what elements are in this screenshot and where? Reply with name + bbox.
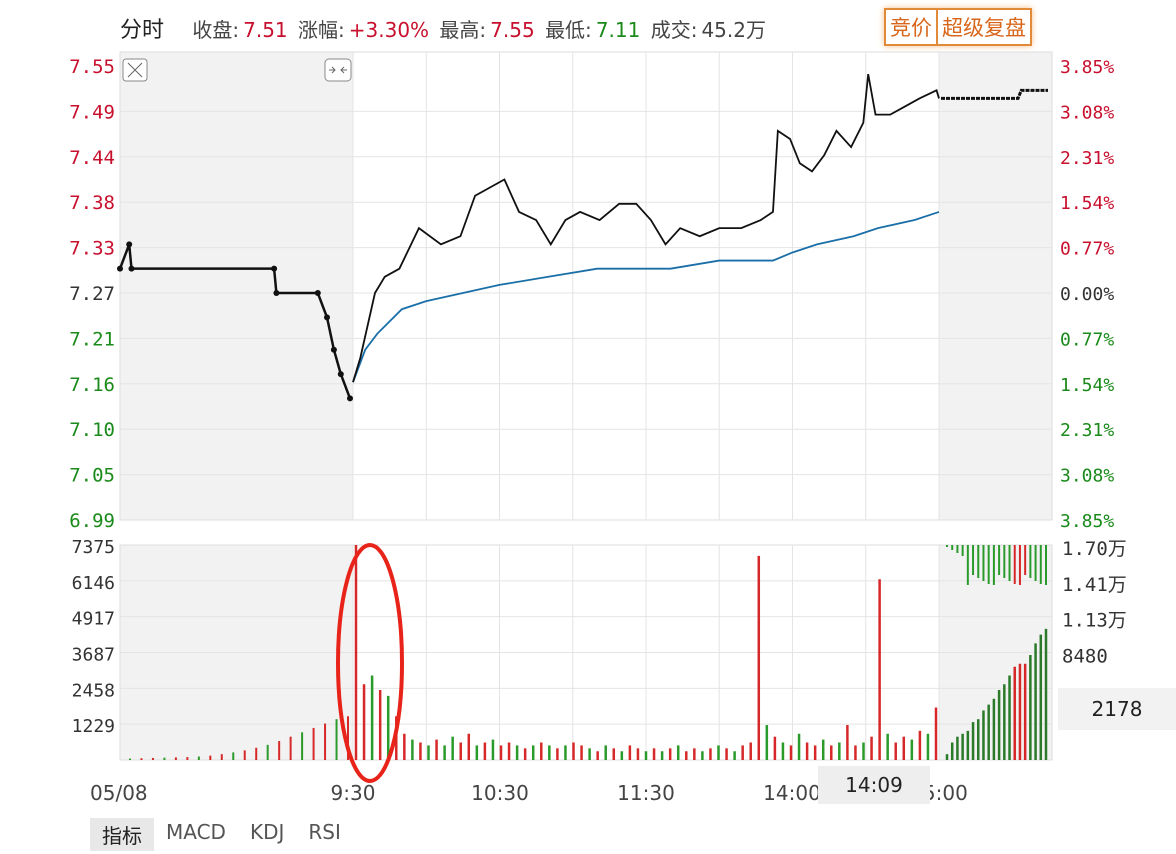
price-panel-border [119,51,1053,521]
high-value: 7.55 [490,18,535,42]
replay-button[interactable]: 超级复盘 [936,10,1030,44]
volume-right-tick-label: 1.70万 [1062,538,1127,560]
close-value: 7.51 [243,18,288,42]
indicator-tabs: 指标 MACD KDJ RSI [90,818,353,851]
auction-price-point [271,265,278,272]
tab-macd[interactable]: MACD [166,820,226,844]
x-tick-label: 9:30 [331,781,376,805]
x-tick-label: 14:00 [763,781,821,805]
volume-tick-label: 7375 [72,537,115,558]
quote-header: 分时 收盘: 7.51 涨幅: +3.30% 最高: 7.55 最低: 7.11 成交:… [120,12,770,44]
low-label: 最低: [545,18,592,42]
tab-rsi[interactable]: RSI [308,820,341,844]
auction-price-point [314,290,321,296]
x-tick-label: 11:30 [617,781,675,805]
auction-region [120,52,353,520]
post-region [939,52,1052,520]
price-tick-label: 7.10 [69,419,115,441]
volume-right-tick-label: 8480 [1062,646,1108,668]
pct-tick-label: 0.77% [1060,329,1114,350]
pct-tick-label: 1.54% [1060,375,1114,396]
header-buttons: 竞价 超级复盘 [884,8,1032,46]
pct-tick-label: 3.08% [1060,102,1114,123]
collapse-icon [324,58,352,82]
pct-tick-label: 3.08% [1060,466,1114,487]
auction-price-point [337,371,344,378]
cursor-time: 14:09 [818,766,930,804]
volume-tick-label: 3687 [72,645,115,666]
high-label: 最高: [439,18,487,42]
volume-tick-label: 1229 [72,716,115,737]
post-price-line [941,88,1048,100]
auction-price-point [347,395,353,402]
low-value: 7.11 [595,18,641,42]
auction-price-point [126,241,133,248]
auction-price-line [118,243,352,399]
pct-tick-label: 2.31% [1060,420,1114,441]
x-tick-label: 05/08 [90,781,148,805]
auction-price-point [330,346,337,353]
auction-button[interactable]: 竞价 [886,10,936,44]
volume-value: 45.2万 [701,18,766,42]
price-tick-label: 7.38 [69,192,115,214]
volume-label: 成交: [650,18,698,42]
pct-tick-label: 0.00% [1060,284,1114,305]
price-tick-label: 7.49 [69,101,115,123]
change-value: +3.30% [348,18,430,42]
auction-price-point [117,265,123,272]
price-tick-label: 7.27 [69,283,115,305]
pct-tick-label: 0.77% [1060,239,1114,260]
volume-tick-label: 2458 [72,680,115,701]
x-tick-label: 10:30 [471,781,529,805]
pct-tick-label: 3.85% [1060,511,1114,532]
close-label: 收盘: [192,18,240,42]
volume-tick-label: 4917 [72,609,115,630]
auction-price-point [324,314,330,321]
tab-indicator[interactable]: 指标 [90,818,154,851]
change-label: 涨幅: [298,18,345,42]
collapse-icon [329,66,347,74]
tab-kdj[interactable]: KDJ [249,820,285,844]
price-tick-label: 6.99 [69,510,115,532]
price-tick-label: 7.55 [69,56,115,78]
price-tick-label: 7.33 [69,238,115,260]
volume-right-tick-label: 1.41万 [1062,574,1127,596]
auction-price-point [273,290,280,296]
cursor-value: 2178 [1058,688,1176,730]
price-tick-label: 7.05 [69,465,115,487]
auction-price-point [128,265,135,272]
price-tick-label: 7.44 [69,147,115,169]
price-tick-label: 7.21 [69,328,115,350]
price-line [352,73,940,383]
avg-price-line [352,211,940,383]
volume-right-tick-label: 1.13万 [1062,610,1127,632]
highlight-ellipse [336,543,404,783]
pct-tick-label: 1.54% [1060,193,1114,214]
title: 分时 [120,18,165,43]
close-icon [127,62,143,78]
volume-tick-label: 6146 [72,573,115,594]
price-tick-label: 7.16 [69,374,115,396]
pct-tick-label: 3.85% [1060,57,1114,78]
pct-tick-label: 2.31% [1060,148,1114,169]
